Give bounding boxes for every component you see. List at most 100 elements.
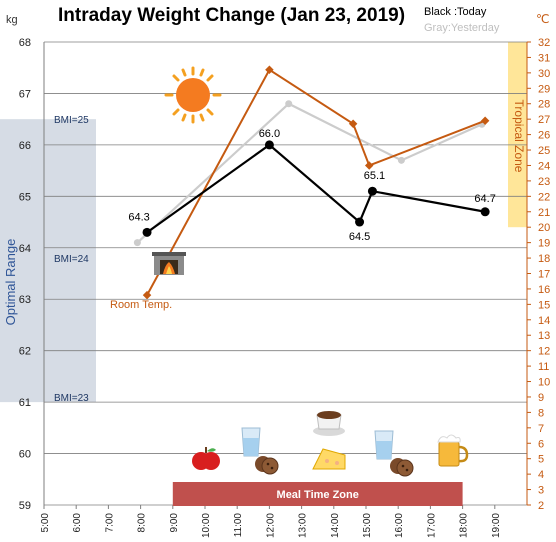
room-temp-label: Room Temp. — [110, 299, 172, 311]
left-axis-ticks: 59 60 61 62 63 64 65 66 67 68 — [19, 37, 31, 512]
x-tick-label: 10:00 — [201, 513, 212, 538]
series-line-yesterday — [136, 102, 483, 244]
yesterday-point — [285, 100, 293, 108]
right-axis-unit: ℃ — [536, 12, 549, 26]
temperature-point — [480, 116, 490, 125]
yesterday-point — [397, 156, 405, 164]
right-tick-label: 25 — [538, 145, 550, 157]
x-tick-label: 13:00 — [298, 513, 309, 538]
temperature-point — [348, 119, 358, 129]
meal-time-zone-bar — [172, 482, 463, 506]
right-tick-label: 22 — [538, 191, 550, 203]
right-tick-label: 4 — [538, 469, 544, 481]
legend-yesterday: Gray:Yesterday — [424, 22, 500, 34]
water-glass-icon — [241, 427, 261, 457]
legend-today: Black :Today — [424, 6, 487, 18]
right-tick-label: 12 — [538, 346, 550, 358]
y-tick-label: 64 — [19, 243, 31, 255]
right-tick-label: 10 — [538, 377, 550, 389]
right-axis-ticks: 2345678910111213141516171819202122232425… — [527, 37, 550, 512]
x-tick-label: 8:00 — [137, 513, 148, 533]
x-tick-label: 6:00 — [72, 513, 83, 533]
y-tick-label: 68 — [19, 37, 31, 49]
today-point — [264, 140, 274, 150]
right-tick-label: 17 — [538, 269, 550, 281]
x-tick-label: 16:00 — [394, 513, 405, 538]
cake-slice-icon — [312, 448, 346, 470]
x-tick-label: 7:00 — [104, 513, 115, 533]
right-tick-label: 5 — [538, 454, 544, 466]
right-tick-label: 8 — [538, 407, 544, 419]
x-tick-label: 18:00 — [459, 513, 470, 538]
temperature-point — [142, 290, 152, 300]
x-tick-label: 14:00 — [330, 513, 341, 538]
optimal-range-label: Optimal Range — [3, 239, 18, 326]
right-tick-label: 14 — [538, 315, 550, 327]
sun-icon — [164, 66, 222, 124]
x-tick-label: 19:00 — [491, 513, 502, 538]
x-tick-label: 11:00 — [233, 513, 244, 538]
right-tick-label: 19 — [538, 238, 550, 250]
today-point — [480, 207, 490, 217]
right-tick-label: 24 — [538, 160, 550, 172]
y-tick-label: 59 — [19, 500, 31, 512]
bmi-23-label: BMI=23 — [54, 393, 89, 404]
right-tick-label: 28 — [538, 99, 550, 111]
y-tick-label: 67 — [19, 88, 31, 100]
data-label: 64.3 — [128, 211, 149, 223]
right-tick-label: 23 — [538, 176, 550, 188]
right-tick-label: 18 — [538, 253, 550, 265]
right-tick-label: 32 — [538, 37, 550, 49]
y-tick-label: 61 — [19, 397, 31, 409]
right-tick-label: 11 — [538, 361, 549, 373]
meal-time-zone-label: Meal Time Zone — [277, 489, 359, 501]
bmi-25-label: BMI=25 — [54, 115, 89, 126]
today-point — [142, 227, 152, 237]
x-tick-label: 5:00 — [40, 513, 51, 533]
apple-icon — [192, 447, 220, 470]
right-tick-label: 15 — [538, 299, 550, 311]
today-point — [355, 217, 365, 227]
data-label: 64.7 — [474, 193, 495, 205]
data-label: 65.1 — [364, 170, 385, 182]
right-tick-label: 30 — [538, 68, 550, 80]
right-tick-label: 3 — [538, 485, 544, 497]
left-axis-unit: kg — [6, 14, 18, 26]
beer-mug-icon — [437, 434, 469, 467]
right-tick-label: 29 — [538, 83, 550, 95]
today-point — [367, 186, 377, 196]
temperature-point — [364, 161, 374, 170]
y-tick-label: 66 — [19, 140, 31, 152]
series-layer: 64.3 66.0 64.5 65.1 64.7 — [128, 65, 496, 300]
tropical-zone-band — [508, 42, 527, 228]
tropical-zone-label: Tropical Zone — [512, 100, 526, 173]
y-tick-label: 60 — [19, 449, 31, 461]
right-tick-label: 21 — [538, 207, 550, 219]
x-tick-label: 15:00 — [362, 513, 373, 538]
right-tick-label: 26 — [538, 130, 550, 142]
data-label: 64.5 — [349, 231, 370, 243]
chart-title: Intraday Weight Change (Jan 23, 2019) — [58, 5, 405, 26]
water-glass-icon — [374, 430, 394, 460]
y-tick-label: 65 — [19, 191, 31, 203]
gridlines — [44, 41, 527, 506]
x-axis-ticks: 5:00 6:00 7:00 8:00 9:00 10:00 11:00 12:00 13:00… — [40, 505, 502, 538]
right-tick-label: 16 — [538, 284, 550, 296]
right-tick-label: 20 — [538, 222, 550, 234]
coffee-cup-icon — [313, 411, 345, 436]
yesterday-point — [133, 239, 141, 247]
optimal-range-band — [0, 119, 96, 403]
cookies-icon — [390, 458, 414, 477]
data-label: 66.0 — [259, 128, 280, 140]
y-tick-label: 63 — [19, 294, 31, 306]
right-tick-label: 31 — [538, 52, 550, 64]
right-tick-label: 7 — [538, 423, 544, 435]
x-tick-label: 9:00 — [169, 513, 180, 533]
x-tick-label: 17:00 — [426, 513, 437, 538]
temperature-point — [265, 65, 274, 75]
right-tick-label: 27 — [538, 114, 550, 126]
right-tick-label: 9 — [538, 392, 544, 404]
right-tick-label: 13 — [538, 330, 550, 342]
fireplace-icon — [152, 252, 186, 275]
